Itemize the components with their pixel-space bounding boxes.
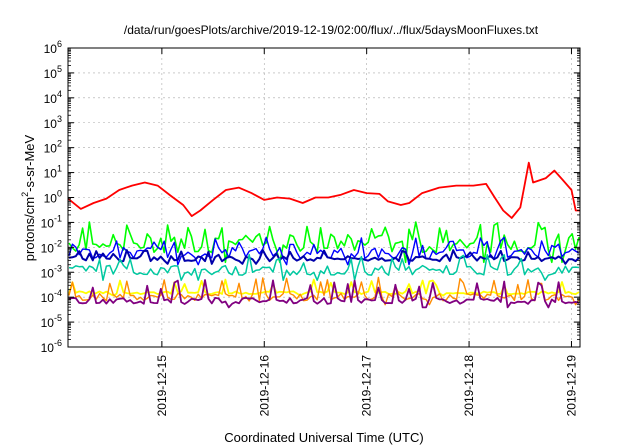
y-tick-label: 10-2	[41, 238, 62, 255]
data-series	[67, 161, 580, 309]
y-tick-label: 104	[44, 89, 62, 106]
series-line-5	[68, 253, 580, 281]
x-tick-label: 2019-12-18	[462, 355, 476, 417]
series-line-1	[67, 161, 580, 219]
series-line-2	[68, 221, 580, 264]
x-tick-label: 2019-12-19	[564, 355, 578, 417]
y-tick-label: 102	[44, 139, 62, 156]
x-tick-label: 2019-12-15	[155, 355, 169, 417]
y-tick-label: 100	[44, 189, 62, 206]
y-axis: 10-6 10-5 10-4 10-3 10-2 10-1 100 101 102 103 104 1…	[41, 39, 580, 355]
x-axis: 2019-12-15 2019-12-16 2019-12-17 2019-12-18…	[155, 48, 578, 417]
series-line-7	[68, 276, 580, 306]
series-line-4	[68, 249, 580, 265]
y-tick-label: 10-1	[41, 213, 62, 230]
series-line-8	[68, 279, 580, 309]
y-tick-label: 10-5	[41, 313, 62, 330]
y-tick-label: 101	[44, 164, 62, 181]
chart-title: /data/run/goesPlots/archive/2019-12-19/0…	[124, 23, 539, 37]
y-tick-label: 10-4	[41, 288, 62, 305]
y-tick-label: 10-3	[41, 263, 62, 280]
x-axis-label: Coordinated Universal Time (UTC)	[224, 430, 423, 445]
y-tick-label: 106	[44, 39, 62, 56]
x-tick-label: 2019-12-16	[257, 355, 271, 417]
x-tick-label: 2019-12-17	[360, 355, 374, 417]
y-tick-label: 10-6	[41, 338, 62, 355]
y-tick-label: 105	[44, 64, 62, 81]
y-tick-label: 103	[44, 114, 62, 131]
y-axis-label: protons/cm2-s-sr-MeV	[20, 134, 37, 261]
